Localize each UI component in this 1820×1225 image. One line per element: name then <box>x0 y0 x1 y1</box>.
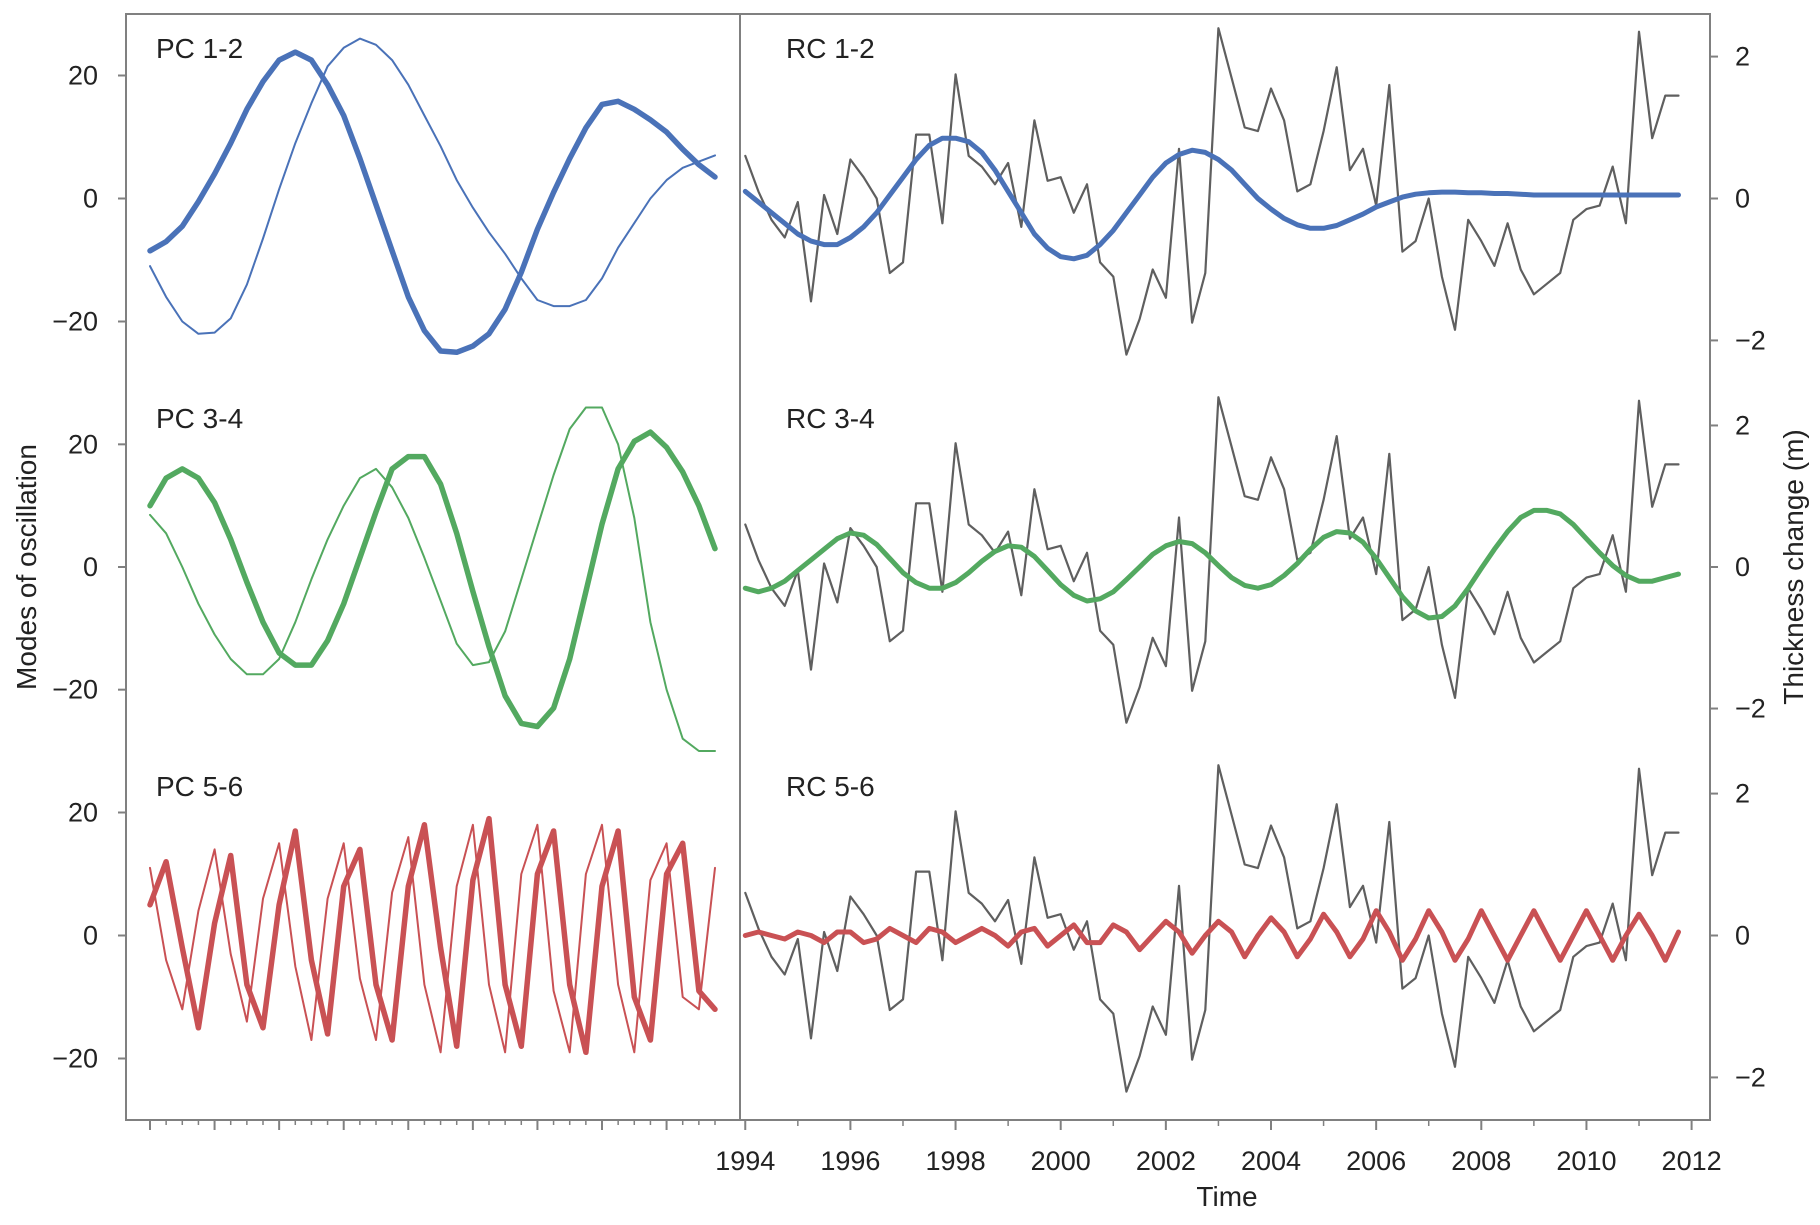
y-tick-label-right: 0 <box>1735 921 1750 951</box>
series-line-rc56-2 <box>742 908 1681 963</box>
y-tick-label-left: 0 <box>83 184 98 214</box>
x-tick-label: 2006 <box>1346 1146 1406 1176</box>
x-tick-label: 1996 <box>820 1146 880 1176</box>
y-tick-label-right: −2 <box>1735 1062 1766 1092</box>
y-tick-label-left: 0 <box>83 921 98 951</box>
panel-label-rc34: RC 3-4 <box>786 403 875 434</box>
y-tick-label-left: −20 <box>52 1044 98 1074</box>
right-axis-title: Thickness change (m) <box>1778 429 1809 704</box>
series-line-pc56-1 <box>147 815 718 1056</box>
y-tick-label-left: −20 <box>52 675 98 705</box>
series-line-pc56-2 <box>149 823 716 1054</box>
y-tick-label-right: 0 <box>1735 184 1750 214</box>
y-tick-label-left: 20 <box>68 61 98 91</box>
series-line-pc12-1 <box>147 49 718 356</box>
y-tick-label-right: 2 <box>1735 779 1750 809</box>
x-tick-label: 2008 <box>1451 1146 1511 1176</box>
y-tick-label-right: −2 <box>1735 694 1766 724</box>
series-line-rc12-1 <box>744 27 1680 356</box>
y-tick-label-left: −20 <box>52 307 98 337</box>
panel-label-rc12: RC 1-2 <box>786 33 875 64</box>
y-tick-label-right: 2 <box>1735 42 1750 72</box>
series-line-rc34-2 <box>742 507 1681 621</box>
y-tick-label-right: −2 <box>1735 325 1766 355</box>
x-tick-label: 2012 <box>1662 1146 1722 1176</box>
series-line-rc12-2 <box>742 135 1681 262</box>
x-tick-label: 1994 <box>715 1146 775 1176</box>
x-tick-label: 2004 <box>1241 1146 1301 1176</box>
panel-label-pc34: PC 3-4 <box>156 403 243 434</box>
x-tick-label: 2002 <box>1136 1146 1196 1176</box>
y-tick-label-right: 0 <box>1735 552 1750 582</box>
series-line-pc12-2 <box>149 37 716 335</box>
panel-label-rc56: RC 5-6 <box>786 771 875 802</box>
series-line-rc34-1 <box>744 396 1680 724</box>
y-tick-label-left: 20 <box>68 798 98 828</box>
x-tick-label: 2010 <box>1556 1146 1616 1176</box>
y-tick-label-left: 0 <box>83 552 98 582</box>
left-axis-title: Modes of oscillation <box>11 444 42 690</box>
series-line-pc34-1 <box>147 429 718 730</box>
x-tick-label: 1998 <box>926 1146 986 1176</box>
y-tick-label-right: 2 <box>1735 410 1750 440</box>
panel-label-pc56: PC 5-6 <box>156 771 243 802</box>
plot-layer <box>147 27 1681 1093</box>
panel-label-pc12: PC 1-2 <box>156 33 243 64</box>
x-tick-label: 2000 <box>1031 1146 1091 1176</box>
x-axis-title: Time <box>1196 1181 1257 1212</box>
series-line-rc56-1 <box>744 764 1680 1093</box>
y-tick-label-left: 20 <box>68 429 98 459</box>
left-panel-frame <box>125 13 741 1121</box>
series-line-pc34-2 <box>149 406 716 752</box>
